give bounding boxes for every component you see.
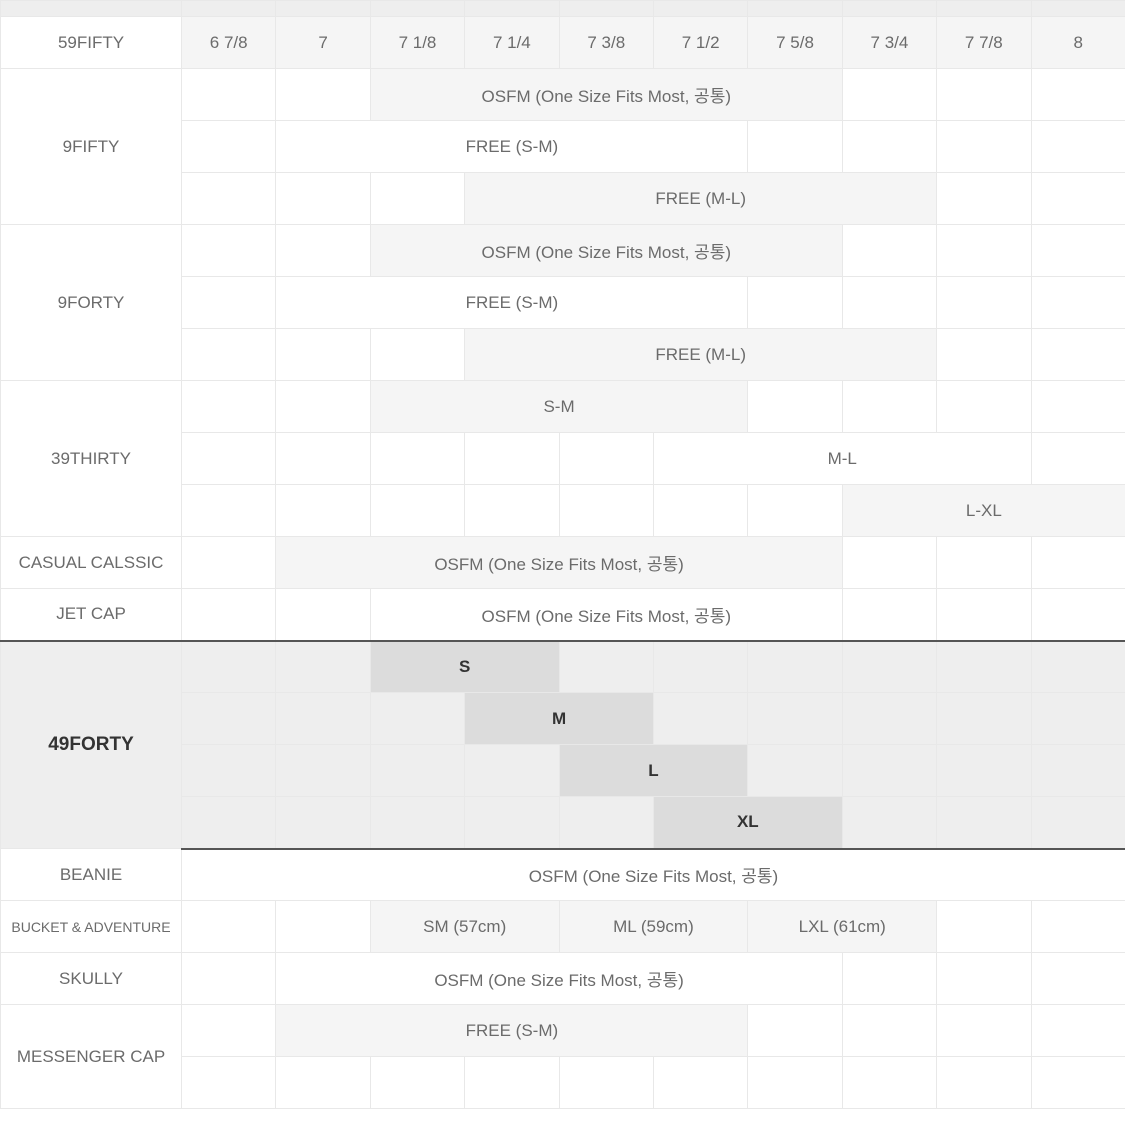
label-casual: CASUAL CALSSIC [1,537,182,589]
label-39thirty: 39THIRTY [1,381,182,537]
row-jetcap: JET CAP OSFM (One Size Fits Most, 공통) [1,589,1125,641]
span-bucket-lxl: LXL (61cm) [748,901,937,953]
size-cell: 7 1/2 [653,17,747,69]
label-jetcap: JET CAP [1,589,182,641]
row-9forty-1: 9FORTY OSFM (One Size Fits Most, 공통) [1,225,1125,277]
row-bucket: BUCKET & ADVENTURE SM (57cm) ML (59cm) L… [1,901,1125,953]
span-free-ml: FREE (M-L) [465,173,937,225]
size-cell: 7 7/8 [937,17,1031,69]
row-casual: CASUAL CALSSIC OSFM (One Size Fits Most,… [1,537,1125,589]
span-lxl: L-XL [842,485,1125,537]
row-39thirty-1: 39THIRTY S-M [1,381,1125,433]
row-skully: SKULLY OSFM (One Size Fits Most, 공통) [1,953,1125,1005]
size-cell: 7 [276,17,370,69]
span-ml: M-L [653,433,1031,485]
size-cell: 7 3/4 [842,17,936,69]
label-49forty: 49FORTY [1,641,182,849]
span-l: L [559,745,748,797]
label-9fifty: 9FIFTY [1,69,182,225]
span-free-ml: FREE (M-L) [465,329,937,381]
size-cell: 6 7/8 [182,17,276,69]
size-cell: 8 [1031,17,1125,69]
size-chart-table: 59FIFTY 6 7/8 7 7 1/8 7 1/4 7 3/8 7 1/2 … [0,0,1125,1109]
span-bucket-sm: SM (57cm) [370,901,559,953]
span-m: M [465,693,654,745]
span-free-sm: FREE (S-M) [276,277,748,329]
size-cell: 7 1/4 [465,17,559,69]
span-sm: S-M [370,381,748,433]
span-free-sm: FREE (S-M) [276,1005,748,1057]
span-osfm: OSFM (One Size Fits Most, 공통) [182,849,1125,901]
label-messenger: MESSENGER CAP [1,1005,182,1109]
row-9fifty-1: 9FIFTY OSFM (One Size Fits Most, 공통) [1,69,1125,121]
label-9forty: 9FORTY [1,225,182,381]
span-osfm: OSFM (One Size Fits Most, 공통) [370,589,842,641]
size-cell: 7 1/8 [370,17,464,69]
span-bucket-ml: ML (59cm) [559,901,748,953]
row-messenger-1: MESSENGER CAP FREE (S-M) [1,1005,1125,1057]
label-beanie: BEANIE [1,849,182,901]
span-osfm: OSFM (One Size Fits Most, 공통) [370,225,842,277]
size-cell: 7 5/8 [748,17,842,69]
label-bucket: BUCKET & ADVENTURE [1,901,182,953]
span-osfm: OSFM (One Size Fits Most, 공통) [370,69,842,121]
span-s: S [370,641,559,693]
row-59fifty: 59FIFTY 6 7/8 7 7 1/8 7 1/4 7 3/8 7 1/2 … [1,17,1125,69]
span-xl: XL [653,797,842,849]
label-59fifty: 59FIFTY [1,17,182,69]
row-49forty-1: 49FORTY S [1,641,1125,693]
size-cell: 7 3/8 [559,17,653,69]
row-beanie: BEANIE OSFM (One Size Fits Most, 공통) [1,849,1125,901]
span-free-sm: FREE (S-M) [276,121,748,173]
span-osfm: OSFM (One Size Fits Most, 공통) [276,537,842,589]
label-skully: SKULLY [1,953,182,1005]
table-header-strip [1,1,1125,17]
span-osfm: OSFM (One Size Fits Most, 공통) [276,953,842,1005]
